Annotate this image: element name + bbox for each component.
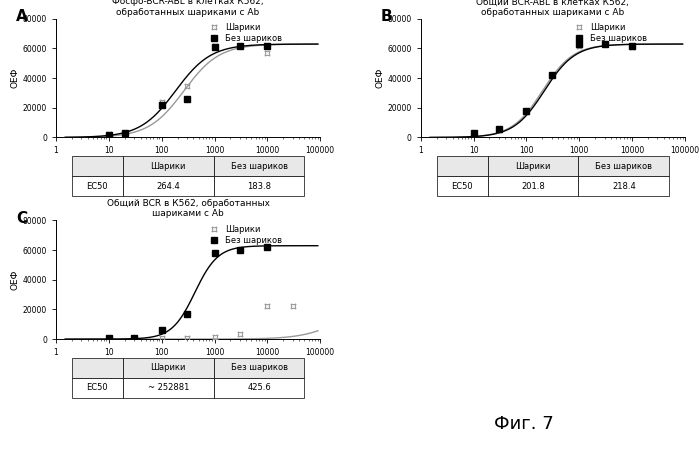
X-axis label: Клетки: Клетки — [535, 161, 570, 170]
Без шариков — [105, 132, 113, 138]
Шарики — [210, 43, 219, 49]
Шарики — [120, 130, 129, 136]
Без шариков — [210, 250, 219, 256]
Шарики — [628, 44, 636, 50]
Шарики — [600, 41, 609, 47]
Без шариков — [210, 44, 219, 50]
Без шариков — [236, 247, 244, 253]
Line: Шарики: Шарики — [106, 42, 271, 137]
Шарики — [522, 109, 531, 115]
Y-axis label: ОЕФ: ОЕФ — [10, 68, 20, 89]
Шарики — [157, 335, 166, 341]
Text: A: A — [16, 9, 28, 24]
Шарики — [236, 43, 244, 49]
Без шариков — [469, 130, 477, 136]
Шарики — [289, 304, 297, 309]
Шарики — [495, 127, 503, 133]
Шарики — [469, 130, 477, 136]
Text: Фиг. 7: Фиг. 7 — [494, 415, 554, 433]
Шарики — [547, 73, 556, 78]
Text: B: B — [381, 9, 393, 24]
Без шариков — [236, 43, 244, 49]
Без шариков — [120, 130, 129, 136]
Text: C: C — [16, 211, 27, 226]
Без шариков — [105, 335, 113, 341]
Без шариков — [495, 127, 503, 132]
X-axis label: Клетки: Клетки — [171, 161, 206, 170]
Без шариков — [600, 41, 609, 47]
Шарики — [105, 131, 113, 137]
Шарики — [130, 336, 138, 341]
Шарики — [575, 43, 584, 49]
Title: Общий BCR в К562, обработанных
шариками с Ab: Общий BCR в К562, обработанных шариками … — [106, 199, 270, 219]
Без шариков — [182, 311, 191, 317]
Без шариков — [547, 73, 556, 78]
Без шариков — [157, 102, 166, 108]
Title: Фосфо-BCR-ABL в клетках К562,
обработанных шариками с Ab: Фосфо-BCR-ABL в клетках К562, обработанн… — [113, 0, 264, 16]
X-axis label: Клетки: Клетки — [171, 363, 206, 372]
Без шариков — [522, 108, 531, 114]
Без шариков — [130, 335, 138, 341]
Line: Без шариков: Без шариков — [106, 244, 271, 341]
Шарики — [264, 50, 272, 56]
Без шариков — [264, 43, 272, 49]
Без шариков — [182, 96, 191, 102]
Шарики — [210, 334, 219, 340]
Без шариков — [575, 41, 584, 47]
Line: Без шариков: Без шариков — [470, 41, 635, 136]
Без шариков — [264, 244, 272, 250]
Legend: Шарики, Без шариков: Шарики, Без шариков — [206, 225, 282, 245]
Без шариков — [628, 43, 636, 49]
Шарики — [182, 335, 191, 341]
Y-axis label: ОЕФ: ОЕФ — [10, 269, 20, 290]
Legend: Шарики, Без шариков: Шарики, Без шариков — [206, 23, 282, 43]
Шарики — [157, 99, 166, 105]
Line: Шарики: Шарики — [106, 303, 296, 342]
Line: Шарики: Шарики — [470, 41, 635, 137]
Шарики — [236, 331, 244, 337]
Шарики — [105, 336, 113, 341]
Line: Без шариков: Без шариков — [106, 42, 271, 138]
Y-axis label: ОЕФ: ОЕФ — [375, 68, 384, 89]
Без шариков — [157, 327, 166, 333]
Legend: Шарики, Без шариков: Шарики, Без шариков — [570, 23, 647, 43]
Шарики — [264, 304, 272, 309]
Title: Общий BCR-ABL в клетках К562,
обработанных шариками с Ab: Общий BCR-ABL в клетках К562, обработанн… — [477, 0, 629, 16]
Шарики — [182, 83, 191, 89]
